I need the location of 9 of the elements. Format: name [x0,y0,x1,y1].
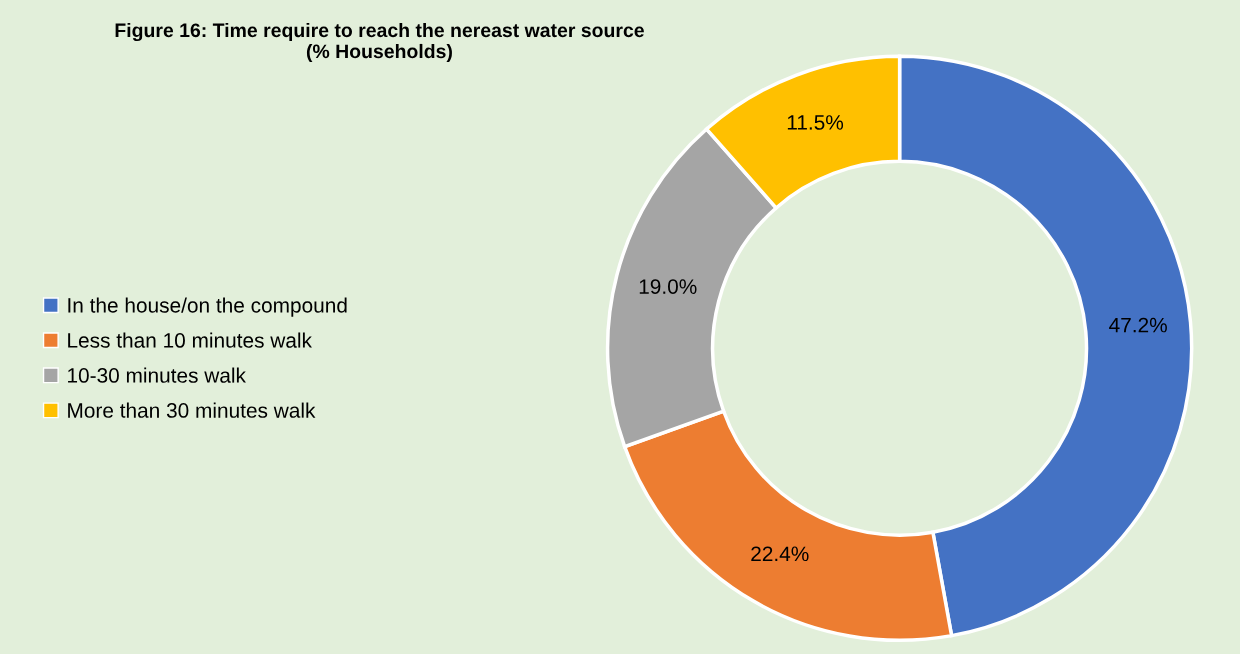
legend-label: More than 30 minutes walk [68,402,316,418]
legend-label: Less than 10 minutes walk [68,332,312,348]
legend-label: 10-30 minutes walk [68,367,246,383]
data-label: 47.2% [1109,317,1167,333]
data-label: 19.0% [639,279,697,294]
legend-label: In the house/on the compound [68,297,347,317]
data-label: 22.4% [751,546,809,562]
data-label: 11.5% [787,115,844,130]
chart-title: Figure 16: Time require to reach the nereast water source (% Households) [115,22,644,63]
